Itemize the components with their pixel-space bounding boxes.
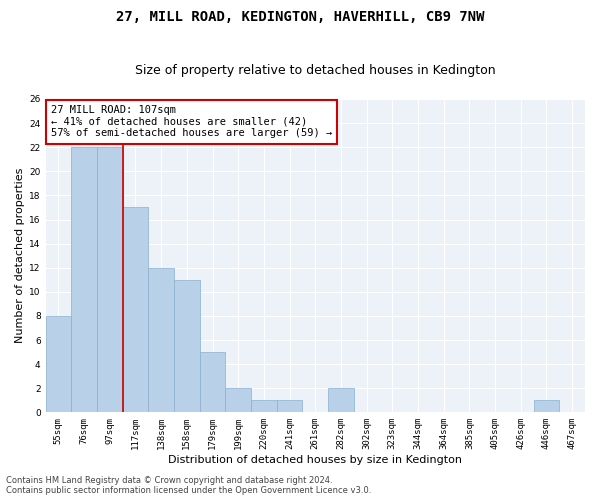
Bar [200, 352, 226, 412]
X-axis label: Distribution of detached houses by size in Kedington: Distribution of detached houses by size … [168, 455, 462, 465]
Text: 27 MILL ROAD: 107sqm
← 41% of detached houses are smaller (42)
57% of semi-detac: 27 MILL ROAD: 107sqm ← 41% of detached h… [51, 106, 332, 138]
Text: 27, MILL ROAD, KEDINGTON, HAVERHILL, CB9 7NW: 27, MILL ROAD, KEDINGTON, HAVERHILL, CB9… [116, 10, 484, 24]
Bar [148, 268, 174, 412]
Text: Contains HM Land Registry data © Crown copyright and database right 2024.
Contai: Contains HM Land Registry data © Crown c… [6, 476, 371, 495]
Bar [328, 388, 354, 412]
Bar [97, 147, 122, 412]
Bar [251, 400, 277, 412]
Title: Size of property relative to detached houses in Kedington: Size of property relative to detached ho… [135, 64, 496, 77]
Bar [46, 316, 71, 412]
Bar [122, 208, 148, 412]
Bar [174, 280, 200, 412]
Bar [71, 147, 97, 412]
Bar [533, 400, 559, 412]
Bar [226, 388, 251, 412]
Y-axis label: Number of detached properties: Number of detached properties [15, 168, 25, 344]
Bar [277, 400, 302, 412]
